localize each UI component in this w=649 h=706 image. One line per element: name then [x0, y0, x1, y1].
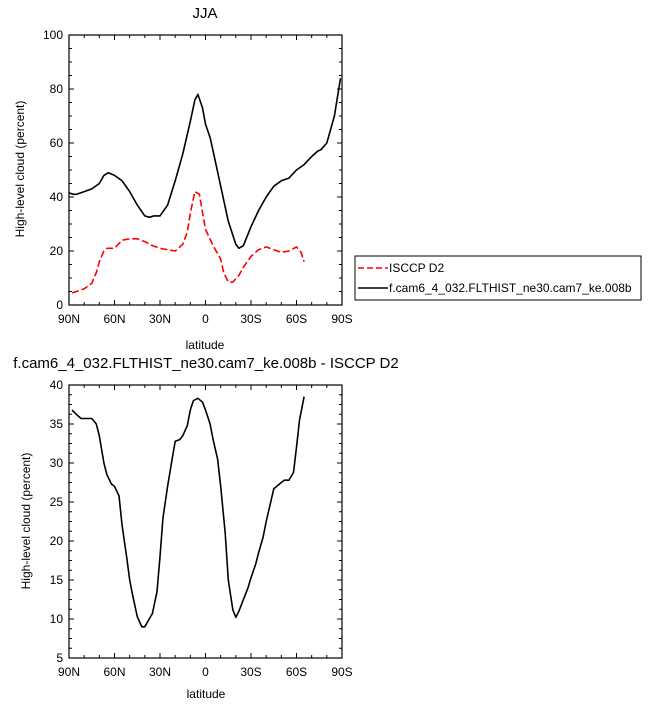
- chart-top-series-line-1: [71, 190, 305, 294]
- chart-top-x-tick-label: 30S: [240, 312, 261, 326]
- chart-top-y-tick-label: 60: [50, 136, 64, 150]
- chart-bottom-frame: [68, 384, 343, 659]
- chart-top-y-tick-label: 100: [43, 28, 63, 42]
- chart-bottom-y-tick-label: 40: [50, 378, 64, 392]
- chart-top-frame: [68, 34, 343, 306]
- chart-bottom-series-layer: [71, 396, 305, 628]
- chart-top-y-ticks: 0 20 40 60 80 100: [43, 28, 342, 312]
- chart-bottom-xlabel: latitude: [187, 687, 226, 701]
- chart-top-series-line-2: [68, 78, 342, 250]
- chart-bottom-y-tick-label: 20: [50, 534, 64, 548]
- chart-bottom-x-tick-label: 60N: [103, 665, 125, 679]
- chart-bottom-x-tick-label: 90S: [331, 665, 352, 679]
- chart-bottom-x-tick-label: 90N: [58, 665, 80, 679]
- legend: ISCCP D2 f.cam6_4_032.FLTHIST_ne30.cam7_…: [354, 255, 642, 301]
- legend-label-isccp: ISCCP D2: [389, 261, 444, 275]
- chart-bottom-y-tick-label: 35: [50, 417, 64, 431]
- chart-bottom-x-tick-label: 0: [202, 665, 209, 679]
- legend-box: [354, 255, 642, 301]
- chart-bottom-y-tick-label: 15: [50, 573, 64, 587]
- chart-bottom-y-tick-label: 5: [56, 651, 63, 665]
- chart-top: JJA 90N 60N 30N 0 30S 60S 90S 0 20 40 60 80 100 lat…: [13, 5, 353, 352]
- chart-bottom-x-tick-label: 30N: [149, 665, 171, 679]
- chart-top-x-tick-label: 90S: [331, 312, 352, 326]
- chart-top-x-tick-label: 60N: [103, 312, 125, 326]
- chart-bottom-y-tick-label: 25: [50, 495, 64, 509]
- chart-top-ylabel: High-level cloud (percent): [13, 101, 27, 238]
- chart-top-y-tick-label: 80: [50, 82, 64, 96]
- chart-bottom-y-tick-label: 10: [50, 612, 64, 626]
- chart-top-x-tick-label: 90N: [58, 312, 80, 326]
- chart-top-x-tick-label: 60S: [286, 312, 307, 326]
- chart-bottom-ylabel: High-level cloud (percent): [19, 453, 33, 590]
- chart-bottom-x-tick-label: 30S: [240, 665, 261, 679]
- chart-bottom: f.cam6_4_032.FLTHIST_ne30.cam7_ke.008b -…: [13, 355, 398, 701]
- chart-bottom-x-ticks: 90N 60N 30N 0 30S 60S 90S: [58, 385, 353, 679]
- chart-top-series-layer: [68, 78, 342, 294]
- chart-bottom-y-tick-label: 30: [50, 456, 64, 470]
- chart-top-x-tick-label: 30N: [149, 312, 171, 326]
- chart-bottom-y-ticks: 5 10 15 20 25 30 35 40: [50, 378, 342, 665]
- chart-top-x-tick-label: 0: [202, 312, 209, 326]
- chart-bottom-x-tick-label: 60S: [286, 665, 307, 679]
- chart-top-xlabel: latitude: [186, 338, 225, 352]
- chart-bottom-title: f.cam6_4_032.FLTHIST_ne30.cam7_ke.008b -…: [13, 355, 398, 372]
- chart-top-title: JJA: [192, 5, 217, 22]
- chart-bottom-series-line-1: [71, 396, 305, 628]
- chart-top-y-tick-label: 20: [50, 244, 64, 258]
- legend-label-model: f.cam6_4_032.FLTHIST_ne30.cam7_ke.008b: [389, 281, 632, 295]
- chart-top-y-tick-label: 40: [50, 190, 64, 204]
- chart-top-y-tick-label: 0: [56, 298, 63, 312]
- chart-top-x-ticks: 90N 60N 30N 0 30S 60S 90S: [58, 35, 353, 326]
